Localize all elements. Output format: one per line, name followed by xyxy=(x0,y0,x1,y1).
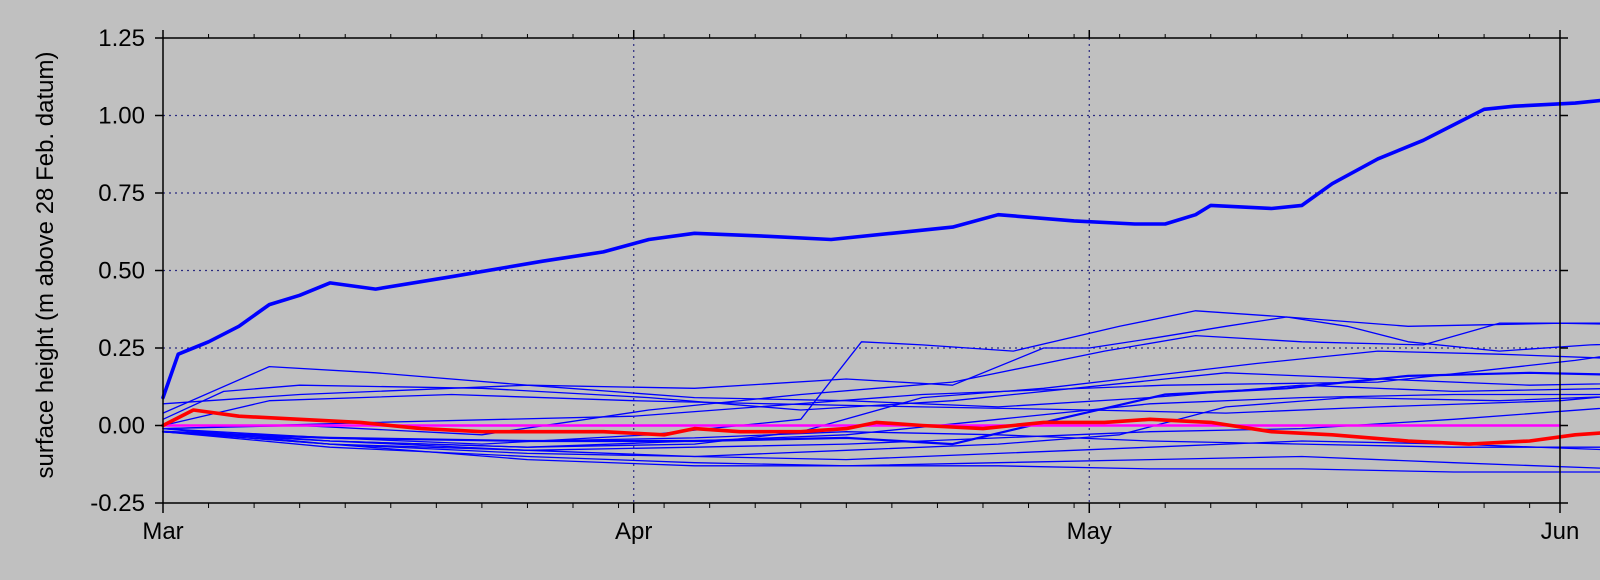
series-line-16 xyxy=(162,431,1600,473)
y-tick-label: 0.00 xyxy=(98,413,145,440)
x-tick-label: May xyxy=(1067,518,1112,545)
series-line-2 xyxy=(162,356,1600,430)
series-line-1 xyxy=(161,98,1600,400)
y-axis-title: surface height (m above 28 Feb. datum) xyxy=(32,52,59,479)
x-tick-label: Jun xyxy=(1541,518,1580,545)
series-line-12 xyxy=(162,393,1600,448)
x-tick-label: Mar xyxy=(142,518,183,545)
series-line-15 xyxy=(162,427,1600,469)
axes-layer: -0.25 0.00 0.25 0.50 0.75 1.00 1.25 Mar Apr May Ju… xyxy=(90,25,1579,545)
y-tick-label: 0.25 xyxy=(98,335,145,362)
x-tick-label: Apr xyxy=(615,518,652,545)
series-line-7 xyxy=(162,365,1600,414)
series-line-5 xyxy=(162,322,1600,436)
series-line-10 xyxy=(162,350,1600,448)
y-tick-label: 1.25 xyxy=(98,25,145,52)
series-layer xyxy=(161,98,1600,473)
y-tick-label: 0.50 xyxy=(98,258,145,285)
y-tick-label: -0.25 xyxy=(90,490,145,517)
series-line-13 xyxy=(162,407,1600,451)
series-line-3 xyxy=(162,316,1600,405)
y-tick-label: 0.75 xyxy=(98,180,145,207)
series-line-8 xyxy=(162,393,1600,427)
y-tick-label: 1.00 xyxy=(98,103,145,130)
series-line-18 xyxy=(161,408,1600,446)
